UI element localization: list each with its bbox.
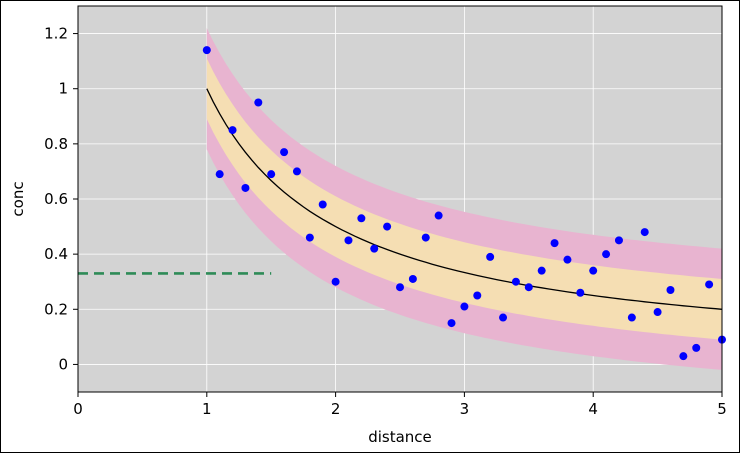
x-tick-label-4: 4 xyxy=(588,400,598,418)
y-tick-label-4: 0.8 xyxy=(44,135,68,153)
data-point-17 xyxy=(421,233,430,242)
data-point-11 xyxy=(344,236,353,245)
data-point-18 xyxy=(434,211,443,220)
data-point-16 xyxy=(408,274,417,283)
y-axis-ticks: 0 0.2 0.4 0.6 0.8 1 1.2 xyxy=(44,25,78,373)
data-point-20 xyxy=(460,302,469,311)
data-point-5 xyxy=(267,170,276,179)
data-points xyxy=(202,46,726,361)
data-point-10 xyxy=(331,277,340,286)
data-point-29 xyxy=(576,288,585,297)
data-point-4 xyxy=(254,98,263,107)
data-point-12 xyxy=(357,214,366,223)
x-tick-label-0: 0 xyxy=(73,400,83,418)
y-tick-label-0: 0 xyxy=(58,355,68,373)
y-tick-label-2: 0.4 xyxy=(44,245,68,263)
y-tick-label-1: 0.2 xyxy=(44,300,68,318)
data-point-39 xyxy=(705,280,714,289)
data-point-27 xyxy=(550,239,559,248)
data-point-37 xyxy=(679,352,688,361)
y-tick-label-5: 1 xyxy=(58,80,68,98)
x-tick-label-1: 1 xyxy=(202,400,212,418)
data-point-23 xyxy=(499,313,508,322)
x-axis-ticks: 0 1 2 3 4 5 xyxy=(73,392,727,418)
fit-curve-line xyxy=(206,88,722,310)
data-point-22 xyxy=(486,252,495,261)
data-point-8 xyxy=(305,233,314,242)
data-point-28 xyxy=(563,255,572,264)
x-tick-label-3: 3 xyxy=(460,400,470,418)
data-point-2 xyxy=(228,126,237,135)
data-point-6 xyxy=(280,148,289,157)
data-point-36 xyxy=(666,285,675,294)
data-point-25 xyxy=(524,283,533,292)
data-point-19 xyxy=(447,319,456,328)
y-tick-label-6: 1.2 xyxy=(44,25,68,43)
data-point-21 xyxy=(473,291,482,300)
data-point-3 xyxy=(241,183,250,192)
data-point-13 xyxy=(370,244,379,253)
data-point-14 xyxy=(383,222,392,231)
x-axis-label: distance xyxy=(368,428,432,446)
y-axis-label: conc xyxy=(9,181,27,216)
x-tick-label-2: 2 xyxy=(331,400,341,418)
data-point-9 xyxy=(318,200,327,209)
data-point-32 xyxy=(614,236,623,245)
data-point-26 xyxy=(537,266,546,275)
data-point-15 xyxy=(396,283,404,292)
data-point-7 xyxy=(292,167,301,176)
data-point-35 xyxy=(653,308,662,317)
data-point-24 xyxy=(511,277,520,286)
data-point-0 xyxy=(202,46,211,55)
x-tick-label-5: 5 xyxy=(717,400,727,418)
y-tick-label-3: 0.6 xyxy=(44,190,68,208)
data-point-30 xyxy=(589,266,598,275)
data-point-31 xyxy=(602,250,611,259)
data-point-34 xyxy=(640,228,649,237)
data-point-1 xyxy=(215,170,224,179)
data-point-38 xyxy=(692,343,701,352)
data-point-33 xyxy=(627,313,636,322)
